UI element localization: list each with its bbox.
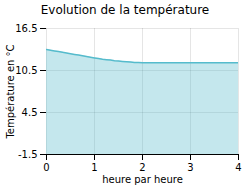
svg-text:10.5: 10.5 xyxy=(15,65,37,76)
svg-text:4.5: 4.5 xyxy=(22,107,38,118)
svg-text:heure par heure: heure par heure xyxy=(102,174,183,185)
svg-text:3: 3 xyxy=(187,162,193,173)
svg-text:16.5: 16.5 xyxy=(15,23,37,34)
svg-text:-1.5: -1.5 xyxy=(18,149,38,160)
svg-text:0: 0 xyxy=(43,162,49,173)
svg-text:4: 4 xyxy=(235,162,241,173)
svg-text:1: 1 xyxy=(91,162,97,173)
html-text:Evolution de la température: Evolution de la température xyxy=(40,3,210,17)
svg-text:2: 2 xyxy=(139,162,145,173)
svg-text:Température en °C: Température en °C xyxy=(5,44,16,139)
